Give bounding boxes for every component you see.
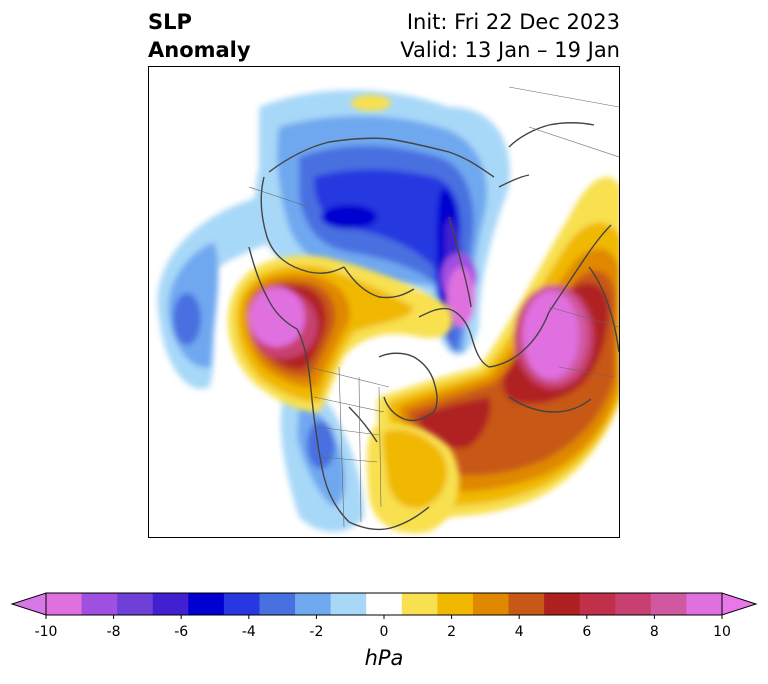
colorbar-extend-max — [721, 592, 758, 616]
colorbar-tick-label: 10 — [713, 624, 731, 640]
map-date-info: Init: Fri 22 Dec 2023 Valid: 13 Jan – 19… — [400, 8, 620, 64]
political-boundaries — [248, 86, 619, 528]
valid-date-range: Valid: 13 Jan – 19 Jan — [400, 38, 620, 62]
map-title: SLP Anomaly — [148, 8, 251, 64]
colorbar-tick-label: -2 — [309, 624, 324, 640]
negative-anomaly-pacific — [157, 187, 329, 389]
positive-anomaly-eastern-us — [366, 423, 460, 534]
colorbar-segment — [152, 593, 189, 615]
colorbar-segment — [472, 593, 510, 615]
colorbar-segment — [259, 593, 296, 615]
colorbar-unit: hPa — [364, 646, 404, 670]
colorbar-tick-label: -8 — [106, 624, 121, 640]
colorbar-segment — [508, 593, 545, 615]
anomaly-map-canvas — [149, 67, 619, 537]
colorbar-tick-label: -6 — [174, 624, 189, 640]
colorbar-segment — [188, 593, 225, 615]
colorbar-tick-label: 0 — [379, 624, 389, 640]
colorbar-segment — [401, 593, 438, 615]
colorbar-segment — [330, 593, 367, 615]
colorbar-segment — [544, 593, 581, 615]
colorbar-segment — [686, 593, 723, 615]
colorbar-extend-min — [10, 592, 47, 616]
colorbar-tick-label: -4 — [241, 624, 256, 640]
colorbar — [0, 588, 768, 628]
colorbar-tick-label: -10 — [34, 624, 58, 640]
colorbar-tick-label: 2 — [447, 624, 457, 640]
colorbar-segment — [650, 593, 687, 615]
anomaly-map — [148, 66, 620, 538]
colorbar-segment — [46, 593, 83, 615]
positive-anomaly-atlantic-eurasia — [376, 177, 619, 517]
colorbar-svg — [10, 592, 758, 619]
colorbar-segment — [81, 593, 118, 615]
colorbar-segment — [295, 593, 332, 615]
colorbar-segment — [117, 593, 154, 615]
colorbar-segment — [579, 593, 616, 615]
colorbar-segment — [437, 593, 474, 615]
positive-anomaly-arctic-small — [351, 95, 391, 111]
colorbar-segment — [615, 593, 652, 615]
title-line-2: Anomaly — [148, 38, 251, 62]
colorbar-tick-label: 4 — [514, 624, 524, 640]
colorbar-tick-label: 8 — [649, 624, 659, 640]
colorbar-segment — [366, 593, 403, 615]
colorbar-tick-label: 6 — [582, 624, 592, 640]
init-date: Init: Fri 22 Dec 2023 — [406, 10, 620, 34]
negative-anomaly-arctic — [255, 90, 510, 355]
colorbar-segment — [223, 593, 260, 615]
title-line-1: SLP — [148, 10, 192, 34]
coastlines — [248, 122, 619, 531]
